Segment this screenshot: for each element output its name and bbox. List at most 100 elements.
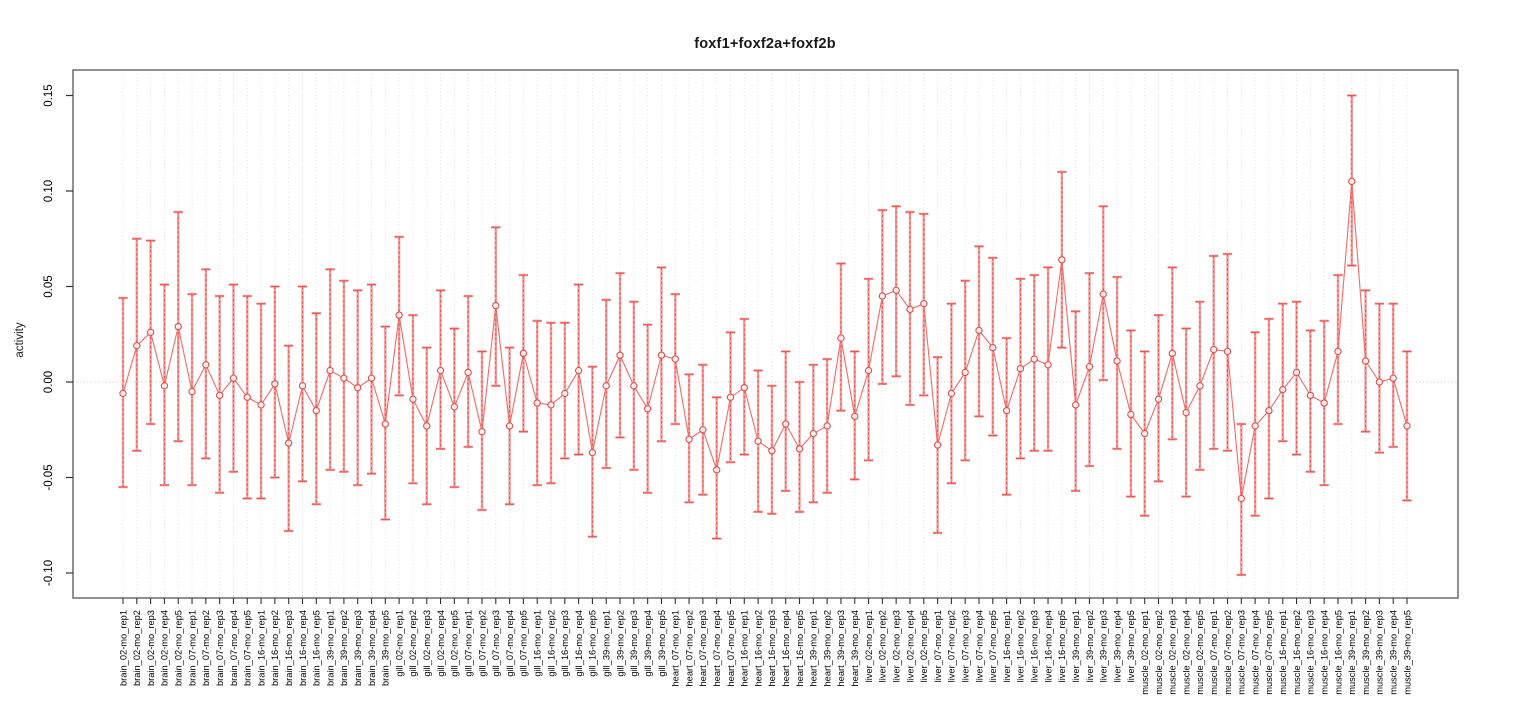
data-point xyxy=(1361,357,1370,365)
data-point xyxy=(947,389,956,398)
data-point xyxy=(478,427,486,436)
data-point xyxy=(754,437,762,445)
data-point xyxy=(119,389,127,398)
data-point xyxy=(630,382,638,390)
data-point xyxy=(1113,357,1121,365)
x-tick-label: brain_39-mo_rep1 xyxy=(325,610,335,686)
data-point xyxy=(699,426,707,434)
data-point xyxy=(367,374,376,382)
x-tick-label: brain_07-mo_rep2 xyxy=(201,610,211,686)
data-point xyxy=(340,374,348,382)
x-tick-label: muscle_02-mo_rep4 xyxy=(1181,610,1191,695)
x-tick-label: muscle_02-mo_rep1 xyxy=(1140,610,1150,695)
x-tick-label: heart_07-mo_rep5 xyxy=(726,610,736,687)
data-point xyxy=(547,401,555,409)
data-point xyxy=(519,349,528,358)
y-tick-label: -0.10 xyxy=(43,560,55,586)
data-point xyxy=(1320,399,1328,407)
data-point xyxy=(174,322,182,331)
plot-box xyxy=(72,69,1459,599)
x-tick-label: liver_02-mo_rep3 xyxy=(891,610,901,682)
x-tick-label: brain_02-mo_rep4 xyxy=(160,610,170,686)
x-tick-label: gill_39-mo_rep2 xyxy=(615,610,625,677)
x-tick-label: muscle_07-mo_rep5 xyxy=(1264,610,1274,695)
x-tick-label: gill_16-mo_rep5 xyxy=(588,610,598,677)
data-point xyxy=(920,300,928,308)
x-tick-label: liver_16-mo_rep2 xyxy=(1016,610,1026,682)
x-tick-label: muscle_16-mo_rep4 xyxy=(1319,610,1329,695)
x-tick-label: muscle_39-mo_rep4 xyxy=(1388,610,1398,695)
x-tick-label: muscle_39-mo_rep1 xyxy=(1347,610,1357,695)
x-tick-label: gill_39-mo_rep3 xyxy=(629,610,639,677)
x-tick-label: heart_16-mo_rep5 xyxy=(795,610,805,687)
data-point xyxy=(616,351,624,359)
data-point xyxy=(1389,374,1397,382)
data-point xyxy=(1306,391,1315,400)
data-point xyxy=(409,395,417,403)
data-point xyxy=(215,391,224,400)
x-tick-label: gill_16-mo_rep1 xyxy=(532,610,542,677)
x-tick-label: muscle_02-mo_rep5 xyxy=(1195,610,1205,695)
data-point xyxy=(326,366,334,375)
x-tick-label: gill_39-mo_rep5 xyxy=(657,610,667,677)
x-tick-label: brain_02-mo_rep3 xyxy=(146,610,156,686)
data-point xyxy=(1292,368,1301,377)
x-tick-label: gill_39-mo_rep1 xyxy=(602,610,612,677)
data-point xyxy=(1168,349,1176,358)
x-tick-label: brain_07-mo_rep5 xyxy=(243,610,253,686)
data-point xyxy=(312,406,320,415)
data-point xyxy=(1058,256,1066,264)
data-point xyxy=(1279,385,1287,394)
x-tick-label: liver_16-mo_rep5 xyxy=(1057,610,1067,682)
data-point xyxy=(1071,401,1080,409)
x-tick-label: gill_07-mo_rep1 xyxy=(463,610,473,677)
x-tick-label: muscle_02-mo_rep2 xyxy=(1154,610,1164,695)
x-tick-label: liver_39-mo_rep1 xyxy=(1071,610,1081,682)
x-tick-label: muscle_16-mo_rep2 xyxy=(1292,610,1302,695)
x-tick-label: gill_07-mo_rep3 xyxy=(491,610,501,677)
data-point xyxy=(133,342,141,350)
x-tick-label: brain_16-mo_rep4 xyxy=(298,610,308,686)
x-tick-label: brain_39-mo_rep4 xyxy=(367,610,377,686)
x-tick-label: brain_02-mo_rep5 xyxy=(174,610,184,686)
x-tick-label: muscle_07-mo_rep1 xyxy=(1209,610,1219,695)
data-point xyxy=(1016,364,1025,373)
x-tick-label: liver_02-mo_rep2 xyxy=(878,610,888,682)
data-point xyxy=(989,343,997,352)
x-tick-label: heart_16-mo_rep4 xyxy=(781,610,791,687)
data-point xyxy=(961,368,969,377)
series-line xyxy=(122,181,1408,499)
data-point xyxy=(933,441,942,449)
data-point xyxy=(823,422,831,430)
data-point xyxy=(533,399,541,407)
data-point xyxy=(1002,406,1011,415)
data-point xyxy=(1154,395,1163,403)
data-point xyxy=(1375,378,1384,386)
data-point xyxy=(561,389,569,398)
data-point xyxy=(1044,361,1052,369)
x-tick-label: muscle_02-mo_rep3 xyxy=(1168,610,1178,695)
x-tick-label: brain_39-mo_rep3 xyxy=(353,610,363,686)
data-point xyxy=(257,401,265,409)
data-point xyxy=(588,448,597,457)
data-point xyxy=(878,292,887,300)
y-tick-label: 0.15 xyxy=(43,84,55,106)
x-tick-label: brain_16-mo_rep2 xyxy=(270,610,280,686)
data-point xyxy=(395,311,403,319)
data-point xyxy=(782,420,790,428)
x-tick-label: muscle_07-mo_rep3 xyxy=(1237,610,1247,695)
data-point xyxy=(354,384,362,392)
x-tick-label: brain_02-mo_rep2 xyxy=(132,610,142,686)
data-point xyxy=(1099,290,1107,298)
x-tick-label: heart_07-mo_rep3 xyxy=(698,610,708,687)
data-point xyxy=(436,366,445,375)
data-point xyxy=(1265,406,1273,415)
x-tick-label: heart_07-mo_rep2 xyxy=(684,610,694,687)
data-point xyxy=(1141,429,1149,438)
x-tick-label: liver_39-mo_rep2 xyxy=(1085,610,1095,682)
data-point xyxy=(795,445,804,453)
x-tick-label: heart_39-mo_rep1 xyxy=(809,610,819,687)
data-point xyxy=(726,393,735,401)
x-tick-label: liver_07-mo_rep2 xyxy=(947,610,957,682)
data-point xyxy=(464,368,472,377)
